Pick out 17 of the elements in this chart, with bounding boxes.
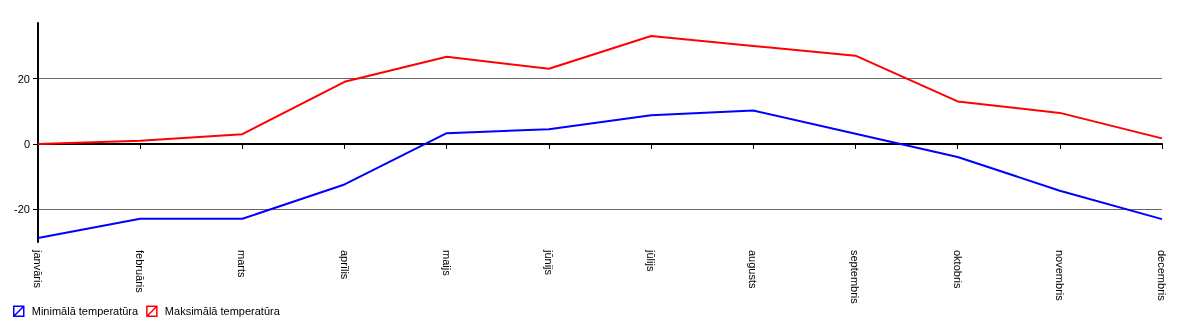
x-tick-label: februāris (134, 250, 147, 294)
x-tick-label: oktobris (951, 250, 964, 290)
y-tick-label: 0 (23, 137, 30, 150)
x-tick-label: jūnijs (542, 249, 555, 276)
legend-label: Maksimālā temperatūra (164, 305, 281, 318)
y-tick-label: 20 (17, 72, 30, 85)
x-tick-label: maijs (440, 250, 453, 277)
x-tick-label: decembris (1156, 250, 1168, 302)
legend-label: Minimālā temperatūra (31, 305, 140, 318)
x-tick-label: marts (236, 250, 249, 278)
x-tick-label: septembris (849, 250, 862, 305)
x-tick-label: aprīlis (338, 250, 351, 280)
x-tick-label: novembris (1053, 250, 1066, 302)
x-tick-label: janvāris (32, 249, 44, 289)
x-tick-label: augusts (747, 250, 760, 290)
y-tick-label: -20 (14, 203, 30, 216)
x-tick-label: jūlijs (645, 249, 658, 272)
